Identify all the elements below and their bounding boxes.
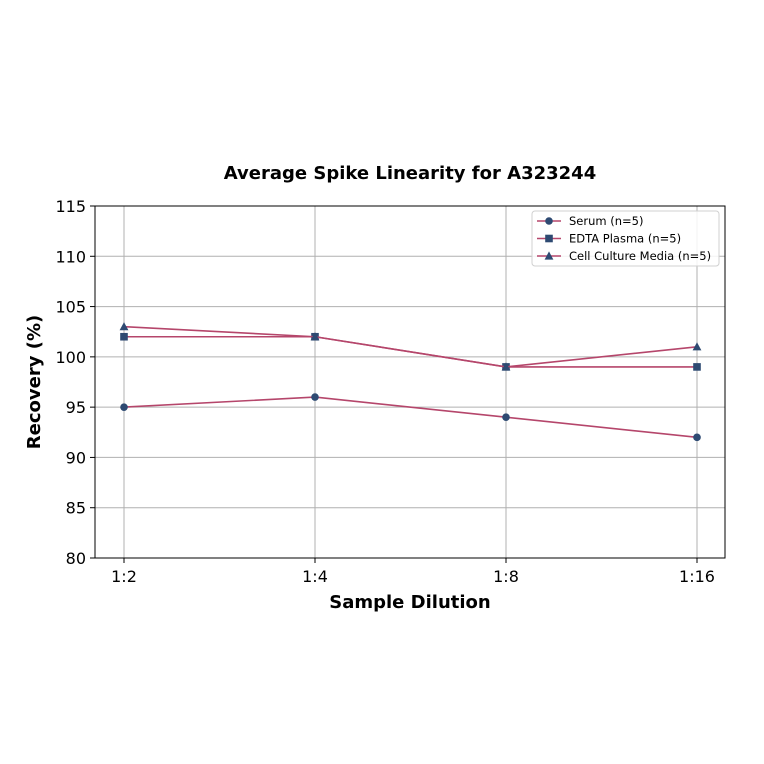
y-tick-label: 85 xyxy=(66,499,86,518)
triangle-marker-icon xyxy=(310,332,320,341)
x-tick-label: 1:16 xyxy=(679,567,715,586)
legend-item: Serum (n=5) xyxy=(537,214,643,228)
y-tick-label: 105 xyxy=(55,298,86,317)
legend-label: Cell Culture Media (n=5) xyxy=(569,249,711,263)
x-axis-label: Sample Dilution xyxy=(329,592,490,613)
triangle-marker-icon xyxy=(544,251,554,260)
circle-marker-icon xyxy=(502,413,510,422)
circle-marker-icon xyxy=(311,393,319,401)
triangle-marker-icon xyxy=(501,362,511,371)
x-tick-label: 1:4 xyxy=(302,567,328,586)
y-tick-label: 80 xyxy=(66,549,86,568)
legend-label: EDTA Plasma (n=5) xyxy=(569,232,681,246)
legend: Serum (n=5) EDTA Plasma (n=5) Cell Culture… xyxy=(531,210,720,267)
series-line xyxy=(119,322,702,371)
chart-title: Average Spike Linearity for A323244 xyxy=(224,163,596,184)
series-group xyxy=(119,322,702,442)
circle-marker-icon xyxy=(545,217,553,225)
circle-marker-icon xyxy=(120,403,128,411)
triangle-marker-icon xyxy=(692,342,702,351)
plot-frame xyxy=(94,205,726,559)
y-tick-label: 115 xyxy=(55,197,86,216)
square-marker-icon xyxy=(693,363,701,371)
y-axis: 80 85 90 95 100 105 110 115 xyxy=(55,197,95,568)
x-axis: 1:2 1:4 1:8 1:16 xyxy=(111,558,715,586)
circle-marker-icon xyxy=(693,433,701,442)
legend-box xyxy=(531,210,720,267)
y-tick-label: 110 xyxy=(55,247,86,266)
legend-label: Serum (n=5) xyxy=(569,214,643,228)
y-tick-label: 90 xyxy=(66,448,86,467)
legend-item: Cell Culture Media (n=5) xyxy=(537,249,711,263)
triangle-marker-icon xyxy=(119,322,129,331)
y-tick-label: 100 xyxy=(55,348,86,367)
x-tick-label: 1:2 xyxy=(111,567,137,586)
square-marker-icon xyxy=(545,234,553,243)
legend-item: EDTA Plasma (n=5) xyxy=(537,232,681,246)
series-line xyxy=(120,393,701,442)
y-tick-label: 95 xyxy=(66,398,86,417)
x-tick-label: 1:8 xyxy=(493,567,519,586)
y-axis-label: Recovery (%) xyxy=(24,315,45,449)
square-marker-icon xyxy=(120,332,128,341)
